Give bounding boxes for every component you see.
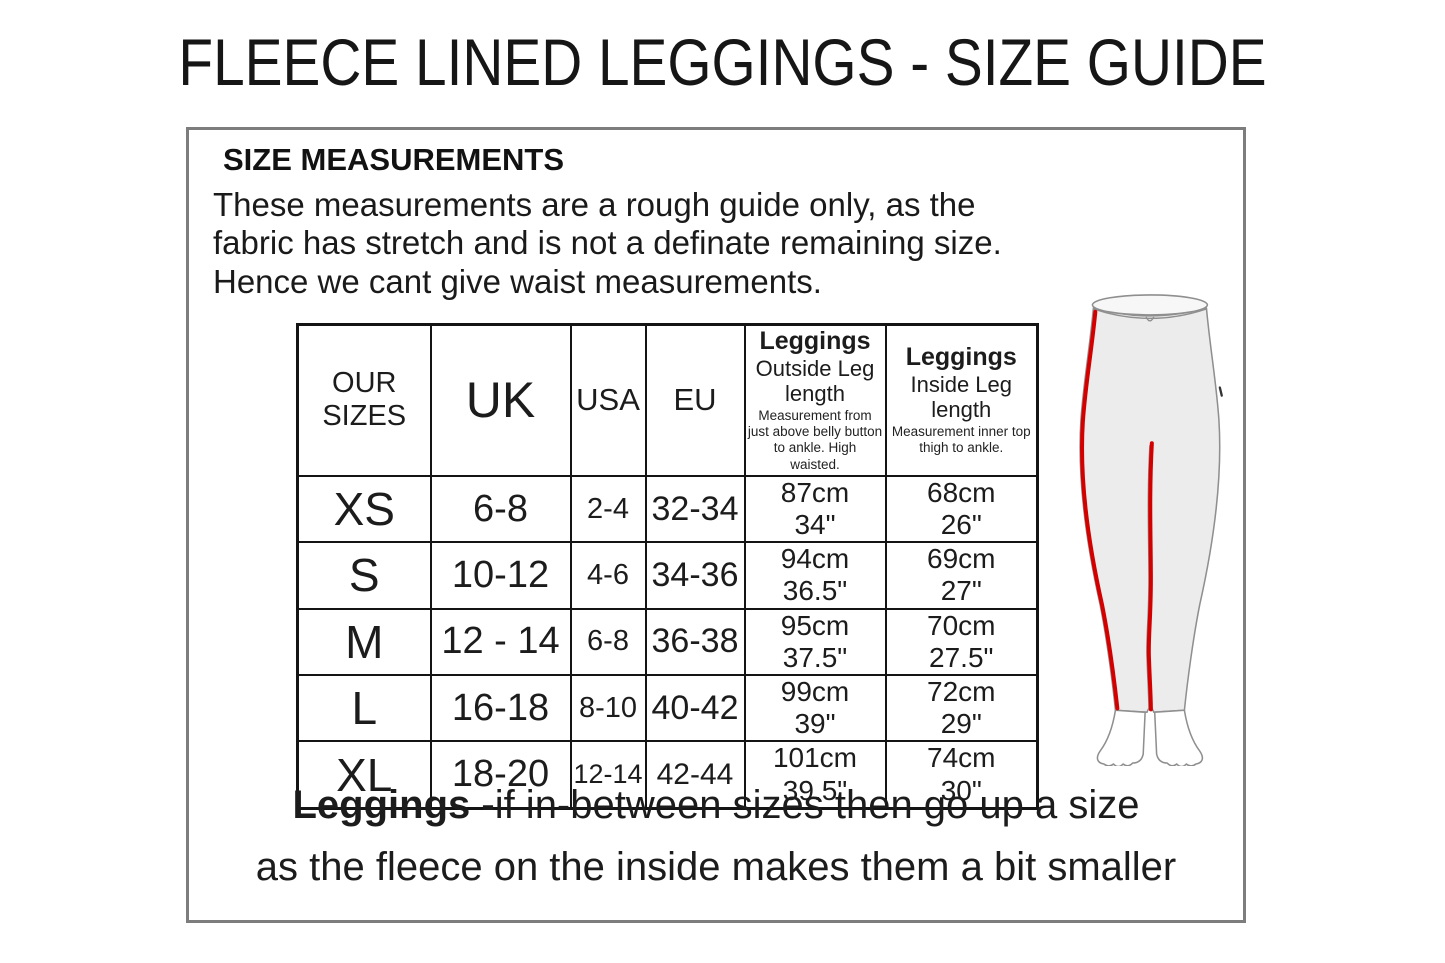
table-row-s: S 10-12 4-6 34-36 94cm 36.5" 69cm 27" bbox=[296, 541, 1039, 610]
header-outside-note: Measurement from just above belly button… bbox=[747, 408, 883, 472]
inside-in: 30" bbox=[940, 774, 982, 806]
uk-cell: 6-8 bbox=[429, 474, 572, 544]
eu-cell: 40-42 bbox=[644, 673, 746, 743]
header-inside-leg: Leggings Inside Leg length Measurement i… bbox=[884, 323, 1039, 477]
inside-leg-cell: 68cm 26" bbox=[884, 474, 1039, 544]
eu-cell: 36-38 bbox=[644, 607, 746, 676]
outside-in: 39.5" bbox=[782, 774, 848, 806]
eu-cell: 42-44 bbox=[644, 740, 746, 810]
waistband-lower-edge bbox=[1093, 308, 1207, 319]
inside-in: 29" bbox=[940, 708, 982, 740]
size-table: OUR SIZES UK USA EU Leggings Outside Leg… bbox=[296, 323, 1039, 810]
inside-cm: 68cm bbox=[927, 476, 996, 508]
intro-line: fabric has stretch and is not a definate… bbox=[213, 224, 1002, 262]
usa-cell: 12-14 bbox=[569, 740, 647, 810]
inside-cm: 74cm bbox=[927, 742, 996, 774]
footer-rest: if in-between sizes then go up a size bbox=[494, 783, 1140, 827]
left-foot bbox=[1096, 709, 1146, 766]
outside-leg-cell: 99cm 39" bbox=[743, 673, 887, 743]
uk-cell: 12 - 14 bbox=[429, 607, 572, 676]
outside-leg-measure-line bbox=[1080, 309, 1120, 711]
table-header-row: OUR SIZES UK USA EU Leggings Outside Leg… bbox=[296, 323, 1039, 477]
table-row-m: M 12 - 14 6-8 36-38 95cm 37.5" 70cm 27.5… bbox=[296, 607, 1039, 676]
footer-advice-line1: Leggings -if in-between sizes then go up… bbox=[189, 783, 1243, 828]
size-guide-panel: SIZE MEASUREMENTS These measurements are… bbox=[186, 127, 1246, 923]
inside-in: 27.5" bbox=[929, 641, 994, 673]
outside-cm: 94cm bbox=[780, 543, 850, 575]
table-row-l: L 16-18 8-10 40-42 99cm 39" 72cm 29" bbox=[296, 673, 1039, 743]
outside-leg-cell: 101cm 39.5" bbox=[743, 740, 887, 810]
outside-in: 36.5" bbox=[782, 575, 848, 607]
header-uk: UK bbox=[429, 323, 572, 477]
header-outside-leg: Leggings Outside Leg length Measurement … bbox=[743, 323, 887, 477]
header-inside-note: Measurement inner top thigh to ankle. bbox=[891, 424, 1031, 456]
uk-cell: 10-12 bbox=[429, 541, 572, 610]
outside-leg-cell: 94cm 36.5" bbox=[743, 541, 887, 610]
intro-line: Hence we cant give waist measurements. bbox=[213, 262, 822, 300]
inside-leg-cell: 74cm 30" bbox=[884, 740, 1039, 810]
inside-in: 27" bbox=[940, 575, 982, 607]
footer-lead: Leggings - bbox=[292, 783, 495, 827]
header-our-sizes: OUR SIZES bbox=[296, 323, 432, 477]
header-outside-brand: Leggings bbox=[759, 327, 871, 355]
leggings-illustration bbox=[1079, 294, 1223, 766]
footer-advice-line2: as the fleece on the inside makes them a… bbox=[255, 845, 1177, 889]
outside-cm: 95cm bbox=[780, 609, 850, 641]
size-cell: XL bbox=[296, 740, 432, 810]
size-cell: L bbox=[296, 673, 432, 743]
inside-in: 26" bbox=[940, 509, 982, 541]
usa-cell: 4-6 bbox=[569, 541, 647, 610]
inside-cm: 70cm bbox=[927, 609, 996, 641]
size-cell: M bbox=[296, 607, 432, 676]
eu-cell: 34-36 bbox=[644, 541, 746, 610]
inside-leg-cell: 72cm 29" bbox=[884, 673, 1039, 743]
section-heading: SIZE MEASUREMENTS bbox=[223, 142, 565, 177]
intro-line: These measurements are a rough guide onl… bbox=[213, 186, 976, 223]
outside-leg-cell: 87cm 34" bbox=[743, 474, 887, 544]
waistband bbox=[1091, 294, 1209, 316]
header-usa: USA bbox=[569, 323, 647, 477]
inside-cm: 72cm bbox=[927, 675, 996, 707]
intro-text: These measurements are a rough guide onl… bbox=[213, 186, 1193, 301]
inside-leg-cell: 70cm 27.5" bbox=[884, 607, 1039, 676]
inside-cm: 69cm bbox=[927, 543, 996, 575]
header-eu: EU bbox=[644, 323, 746, 477]
eu-cell: 32-34 bbox=[644, 474, 746, 544]
inside-leg-measure-line bbox=[1146, 441, 1154, 712]
outside-cm: 99cm bbox=[780, 675, 850, 707]
table-row-xs: XS 6-8 2-4 32-34 87cm 34" 68cm 26" bbox=[296, 474, 1039, 544]
uk-cell: 16-18 bbox=[429, 673, 572, 743]
usa-cell: 8-10 bbox=[569, 673, 647, 743]
usa-cell: 2-4 bbox=[569, 474, 647, 544]
size-cell: XS bbox=[296, 474, 432, 544]
uk-cell: 18-20 bbox=[429, 740, 572, 810]
inside-leg-cell: 69cm 27" bbox=[884, 541, 1039, 610]
hip-mark bbox=[1218, 386, 1223, 397]
header-inside-name: Inside Leg length bbox=[910, 371, 1013, 422]
outside-in: 34" bbox=[794, 509, 836, 541]
header-outside-name: Outside Leg length bbox=[755, 355, 875, 406]
size-cell: S bbox=[296, 541, 432, 610]
outside-in: 37.5" bbox=[782, 641, 848, 673]
outside-cm: 101cm bbox=[772, 742, 858, 774]
table-row-xl: XL 18-20 12-14 42-44 101cm 39.5" 74cm 30… bbox=[296, 740, 1039, 810]
outside-in: 39" bbox=[794, 708, 836, 740]
outside-cm: 87cm bbox=[780, 476, 850, 508]
usa-cell: 6-8 bbox=[569, 607, 647, 676]
outside-leg-cell: 95cm 37.5" bbox=[743, 607, 887, 676]
page-title: FLEECE LINED LEGGINGS - SIZE GUIDE bbox=[178, 25, 1267, 99]
header-inside-brand: Leggings bbox=[905, 343, 1017, 372]
right-foot bbox=[1153, 709, 1204, 766]
belly-button-mark bbox=[1145, 316, 1155, 322]
